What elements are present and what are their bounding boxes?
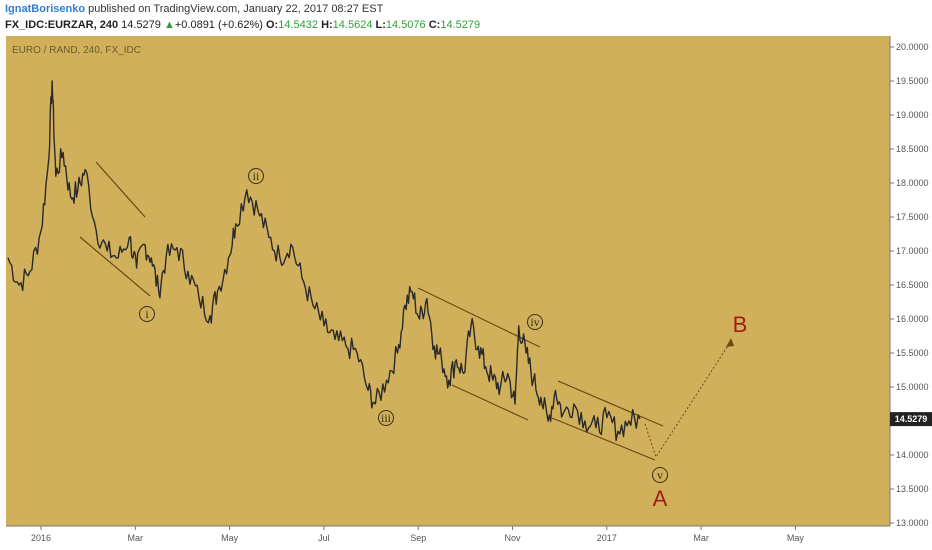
chart-area[interactable]: EURO / RAND, 240, FX_IDC 2016 Mar May Jul Se… <box>0 36 932 550</box>
y-tick-label: 13.0000 <box>896 518 929 528</box>
channel-line-1-upper <box>95 161 146 218</box>
y-tick-label: 20.0000 <box>896 42 929 52</box>
symbol-line: FX_IDC:EURZAR, 240 14.5279 ▲+0.0891 (+0.… <box>5 19 480 31</box>
channel-line-1-lower <box>79 236 151 297</box>
symbol-label: FX_IDC:EURZAR, 240 <box>5 19 119 31</box>
change-arrow-icon: ▲ <box>163 19 175 31</box>
x-axis-ticks: 2016 Mar May Jul Sep Nov 2017 Mar May <box>31 526 804 543</box>
low-label: L: <box>375 19 386 31</box>
channel-line-3-upper <box>557 380 664 427</box>
wave-iv-circle <box>527 314 543 330</box>
low-value: 14.5076 <box>385 19 426 31</box>
y-tick-label: 17.0000 <box>896 246 929 256</box>
x-tick-label: Sep <box>410 533 426 543</box>
wave-iii-label: iii <box>381 411 392 425</box>
last-price-tag-bg <box>890 412 932 427</box>
last-price-tag: 14.5279 <box>890 412 932 427</box>
price-chart[interactable]: EURO / RAND, 240, FX_IDC 2016 Mar May Jul Se… <box>0 36 932 550</box>
publisher-username[interactable]: IgnatBorisenko <box>5 3 86 15</box>
wave-iii-circle <box>378 410 394 426</box>
wave-v-label: v <box>657 468 663 482</box>
channel-lines <box>79 161 664 461</box>
open-value: 14.5432 <box>278 19 318 31</box>
wave-i-label: i <box>145 307 149 321</box>
change-value: +0.0891 (+0.62%) <box>174 19 263 31</box>
chart-title: EURO / RAND, 240, FX_IDC <box>12 45 141 56</box>
y-tick-label: 16.0000 <box>896 314 929 324</box>
y-tick-label: 19.5000 <box>896 76 929 86</box>
close-label: C: <box>428 19 441 31</box>
wave-a-label: A <box>653 486 668 511</box>
wave-i-circle <box>139 306 155 322</box>
close-value: 14.5279 <box>440 19 481 31</box>
x-tick-label: 2016 <box>31 533 51 543</box>
x-tick-label: Jul <box>318 533 330 543</box>
wave-iv-label: iv <box>530 315 539 329</box>
y-tick-label: 14.0000 <box>896 450 929 460</box>
publisher-line: IgnatBorisenko published on TradingView.… <box>5 3 383 15</box>
y-tick-label: 15.0000 <box>896 382 929 392</box>
x-tick-label: 2017 <box>597 533 617 543</box>
last-price: 14.5279 <box>121 19 161 31</box>
wave-labels: i ii iii iv v <box>139 168 668 483</box>
x-tick-label: Mar <box>693 533 709 543</box>
x-tick-label: Mar <box>128 533 144 543</box>
open-label: O: <box>266 19 279 31</box>
channel-line-3-lower <box>551 417 656 461</box>
wave-ii-label: ii <box>253 169 260 183</box>
y-tick-label: 18.5000 <box>896 144 929 154</box>
chart-header: IgnatBorisenko published on TradingView.… <box>0 0 932 36</box>
last-price-tag-text: 14.5279 <box>895 414 928 424</box>
channel-line-2-lower <box>451 384 529 421</box>
y-tick-label: 18.0000 <box>896 178 929 188</box>
y-tick-label: 15.5000 <box>896 348 929 358</box>
y-tick-label: 17.5000 <box>896 212 929 222</box>
y-tick-label: 16.5000 <box>896 280 929 290</box>
y-axis-ticks: 13.000013.500014.000014.500015.000015.50… <box>890 42 929 528</box>
wave-b-label: B <box>733 312 748 337</box>
x-tick-label: May <box>787 533 805 543</box>
wave-v-circle <box>652 467 668 483</box>
y-tick-label: 19.0000 <box>896 110 929 120</box>
wave-ii-circle <box>248 168 264 184</box>
high-label: H: <box>321 19 333 31</box>
high-value: 14.5624 <box>332 19 373 31</box>
published-text: published on TradingView.com, January 22… <box>85 3 384 15</box>
price-series-line <box>7 80 641 442</box>
y-tick-label: 13.5000 <box>896 484 929 494</box>
x-tick-label: Nov <box>504 533 521 543</box>
plot-background <box>6 36 890 526</box>
projection-arrow-icon <box>726 338 734 347</box>
x-tick-label: May <box>221 533 239 543</box>
